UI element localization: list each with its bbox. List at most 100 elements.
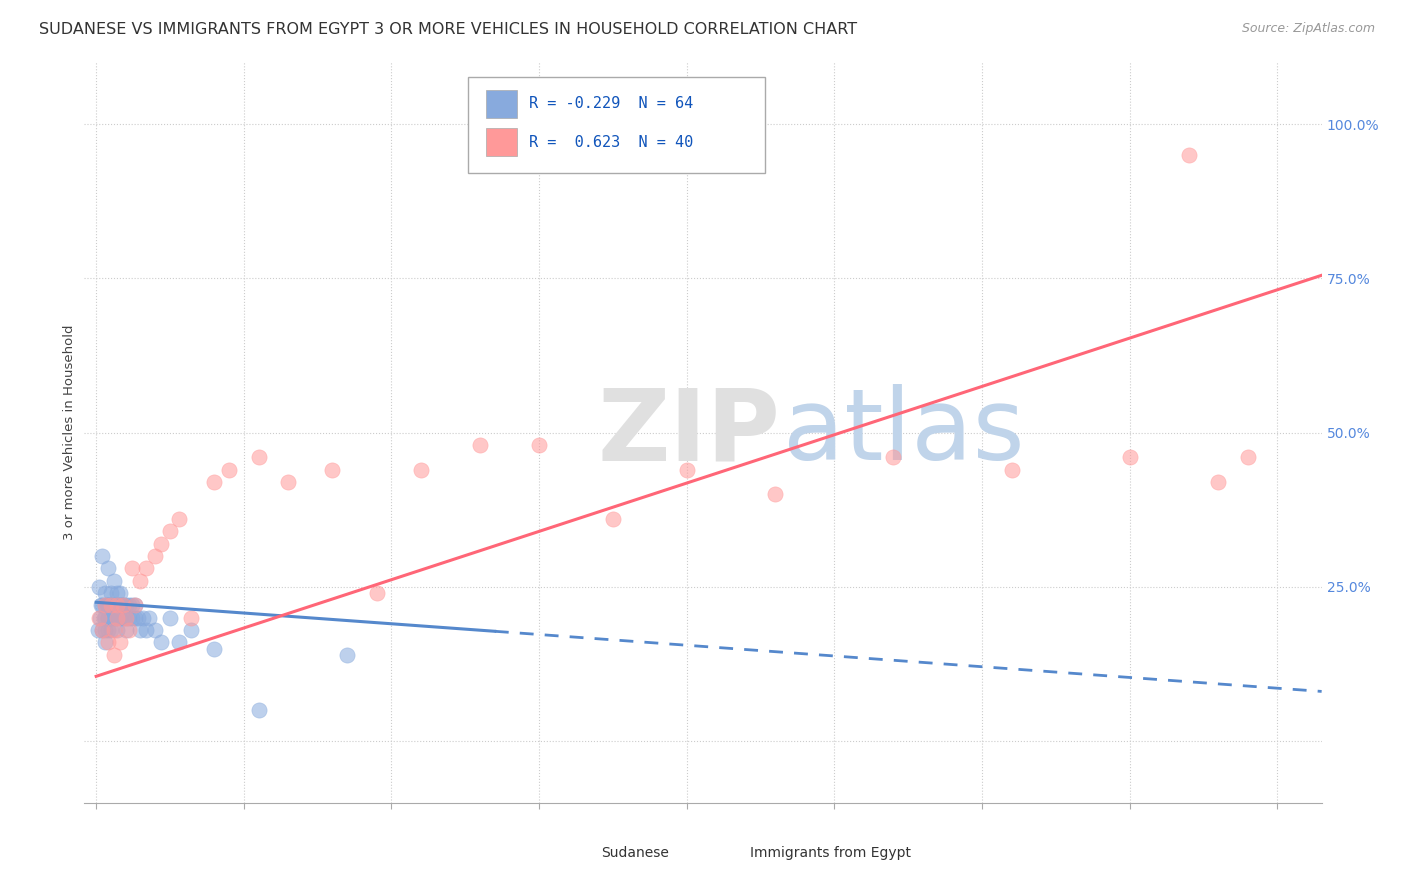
Point <box>89 611 111 625</box>
Point <box>97 599 120 613</box>
Point <box>1177 148 1199 162</box>
Point <box>129 623 152 637</box>
Point <box>121 611 143 625</box>
Text: atlas: atlas <box>783 384 1025 481</box>
FancyBboxPatch shape <box>716 842 742 864</box>
Point <box>180 623 202 637</box>
Point <box>527 438 550 452</box>
Point <box>100 599 122 613</box>
Point <box>100 599 122 613</box>
FancyBboxPatch shape <box>567 842 595 864</box>
Point <box>143 549 166 563</box>
Point <box>121 561 143 575</box>
Point <box>100 599 122 613</box>
Point <box>94 599 117 613</box>
Text: ZIP: ZIP <box>598 384 780 481</box>
Point <box>118 623 141 637</box>
Point <box>135 561 157 575</box>
Point <box>114 623 136 637</box>
Point <box>86 623 108 637</box>
Point <box>105 611 128 625</box>
Point <box>108 599 131 613</box>
Point <box>124 599 146 613</box>
Point <box>218 462 240 476</box>
Point <box>247 703 270 717</box>
Point <box>111 599 134 613</box>
FancyBboxPatch shape <box>486 90 517 118</box>
Point <box>336 648 359 662</box>
Point <box>366 586 388 600</box>
Point <box>882 450 904 465</box>
Point <box>97 623 120 637</box>
Point <box>111 611 134 625</box>
Point <box>277 475 299 489</box>
Point <box>118 599 141 613</box>
Point <box>409 462 432 476</box>
Point <box>124 611 146 625</box>
FancyBboxPatch shape <box>486 128 517 156</box>
Point <box>1206 475 1229 489</box>
Point <box>103 623 125 637</box>
Text: SUDANESE VS IMMIGRANTS FROM EGYPT 3 OR MORE VEHICLES IN HOUSEHOLD CORRELATION CH: SUDANESE VS IMMIGRANTS FROM EGYPT 3 OR M… <box>39 22 858 37</box>
Point <box>97 599 120 613</box>
Point <box>105 611 128 625</box>
Point <box>129 574 152 588</box>
Text: Sudanese: Sudanese <box>602 847 669 860</box>
Point <box>94 586 117 600</box>
Point <box>93 611 115 625</box>
Point <box>103 574 125 588</box>
Point <box>100 611 122 625</box>
Point <box>111 599 134 613</box>
Point <box>94 599 117 613</box>
Point <box>114 599 136 613</box>
Point <box>91 549 114 563</box>
Point <box>108 599 131 613</box>
Point <box>202 641 225 656</box>
Point <box>118 611 141 625</box>
Point <box>159 524 181 539</box>
Point <box>105 599 128 613</box>
Point <box>105 599 128 613</box>
Text: Source: ZipAtlas.com: Source: ZipAtlas.com <box>1241 22 1375 36</box>
Text: Immigrants from Egypt: Immigrants from Egypt <box>749 847 911 860</box>
Point <box>97 611 120 625</box>
Point <box>94 635 117 649</box>
Point <box>468 438 491 452</box>
Point <box>602 512 624 526</box>
Point <box>111 599 134 613</box>
Point <box>105 599 128 613</box>
FancyBboxPatch shape <box>468 78 765 173</box>
Point <box>159 611 181 625</box>
Point <box>321 462 343 476</box>
Y-axis label: 3 or more Vehicles in Household: 3 or more Vehicles in Household <box>63 325 76 541</box>
Point <box>143 623 166 637</box>
Point <box>97 561 120 575</box>
Point <box>103 611 125 625</box>
Point <box>132 611 155 625</box>
Point <box>103 599 125 613</box>
Point <box>124 599 146 613</box>
Point <box>97 611 120 625</box>
Point <box>763 487 786 501</box>
Point <box>1000 462 1022 476</box>
Point <box>150 536 173 550</box>
Point <box>108 635 131 649</box>
Text: R = -0.229  N = 64: R = -0.229 N = 64 <box>529 96 693 112</box>
Point <box>100 586 122 600</box>
Point <box>167 635 190 649</box>
Point <box>103 599 125 613</box>
Point <box>121 599 143 613</box>
Point <box>105 586 128 600</box>
Point <box>105 623 128 637</box>
Point <box>127 611 149 625</box>
Point <box>114 611 136 625</box>
Point <box>89 580 111 594</box>
Point <box>247 450 270 465</box>
Point <box>89 611 111 625</box>
Point <box>100 611 122 625</box>
Point <box>91 599 114 613</box>
Point <box>91 623 114 637</box>
Point <box>94 611 117 625</box>
Point <box>91 623 114 637</box>
Point <box>90 599 112 613</box>
